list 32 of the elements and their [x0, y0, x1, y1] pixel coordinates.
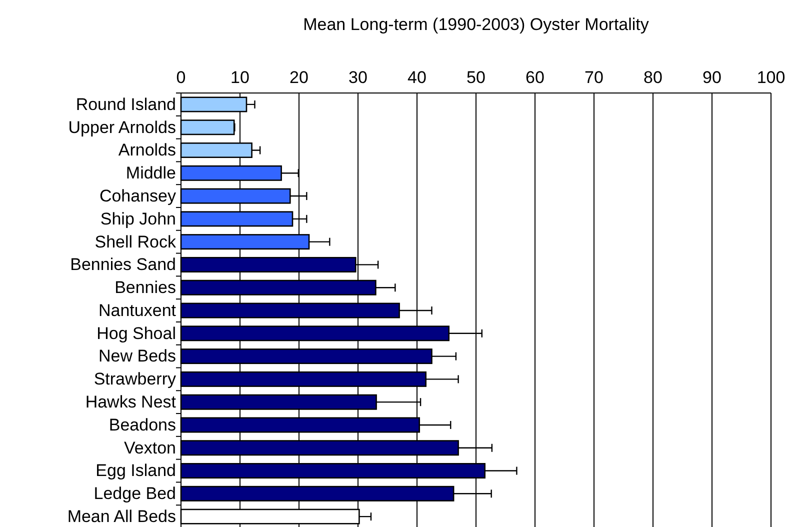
y-tick-label: Hog Shoal	[96, 324, 176, 343]
x-tick-label: 30	[348, 68, 368, 87]
bar	[180, 120, 235, 136]
y-tick-label: New Beds	[98, 346, 176, 366]
y-tick-label: Bennies	[114, 278, 176, 298]
y-tick-label: Round Island	[76, 94, 176, 114]
x-tick-label: 40	[408, 68, 426, 87]
y-tick-label: Arnolds	[118, 140, 176, 160]
y-tick-label: Vexton	[124, 438, 176, 458]
x-tick-label: 70	[584, 68, 604, 87]
y-tick-label: Middle	[126, 164, 176, 183]
x-tick-label: 20	[290, 68, 308, 87]
y-tick-label: Hawks Nest	[85, 392, 176, 412]
y-tick-label: Upper Arnolds	[68, 118, 176, 137]
y-tick-label: Nantuxent	[98, 300, 176, 320]
y-tick-label: Egg Island	[96, 461, 176, 480]
x-tick-label: 10	[230, 68, 250, 87]
y-tick-label: Strawberry	[94, 370, 176, 389]
x-tick-label: 100	[756, 68, 786, 87]
y-tick-label: Bennies Sand	[70, 255, 176, 274]
y-tick-label: Cohansey	[99, 186, 176, 206]
y-tick-label: Shell Rock	[94, 232, 176, 252]
y-tick-label: Mean All Beds	[67, 506, 176, 526]
x-tick-label: 50	[466, 68, 486, 87]
y-tick-label: Ledge Bed	[94, 484, 176, 504]
y-tick-label: Beadons	[108, 415, 176, 434]
x-tick-label: 60	[526, 68, 544, 87]
x-tick-label: 90	[702, 68, 722, 87]
x-axis-title: Mean Long-term (1990-2003) Oyster Mortality	[303, 15, 650, 34]
y-tick-label: Ship John	[100, 209, 176, 228]
x-tick-label: 0	[176, 68, 186, 87]
x-tick-label: 80	[644, 68, 662, 87]
